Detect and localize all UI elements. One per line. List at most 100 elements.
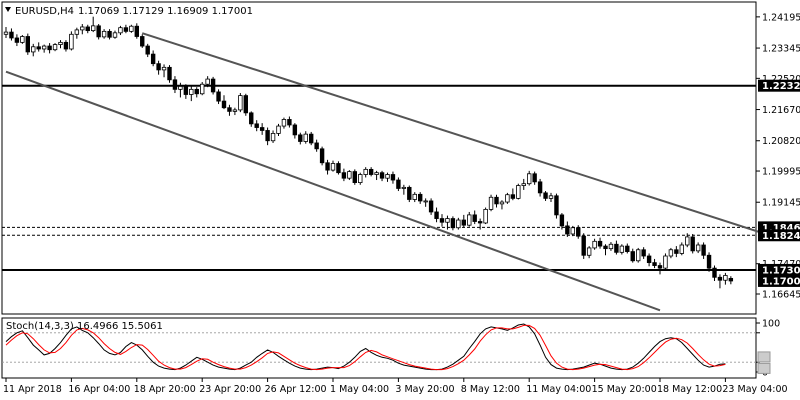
candle [401,184,407,195]
candle [298,132,303,145]
candle-body [358,174,363,183]
candle [319,146,325,166]
time-tick-label: 26 Apr 12:00 [265,384,327,395]
trend-channel [5,32,770,312]
candle [510,188,516,201]
candle-body [614,243,619,253]
candle-body [31,46,36,53]
candle [439,214,445,227]
candle [156,60,161,75]
chart-symbol: EURUSD,H4 [15,6,74,17]
candle [358,172,363,185]
candle [472,210,477,225]
candle-body [112,32,118,38]
candle-body [554,195,559,216]
candle [58,40,63,49]
candle-body [657,265,663,269]
candle [706,252,712,272]
time-tick-label: 18 May 12:00 [657,384,722,395]
price-tick-label: 1.21670 [762,105,800,116]
candle-body [298,134,303,142]
candle [467,211,472,227]
candle [723,272,728,285]
candle-body [396,179,401,189]
candle [565,221,570,237]
candle-body [80,26,85,31]
time-tick-label: 18 Apr 20:00 [134,384,196,395]
candle-body [374,172,379,175]
candle-body [156,63,161,71]
time-tick-label: 16 Apr 04:00 [68,384,130,395]
price-tag-label: 1.18245 [762,231,800,242]
candle [47,43,52,54]
candle [107,29,112,40]
candle-body [341,172,347,179]
candle [603,244,608,256]
candle-body [407,186,412,200]
dropdown-triangle-icon [5,7,11,12]
candle [123,24,129,34]
candle-body [368,168,374,175]
candle-body [336,163,341,174]
candle-body [652,262,657,266]
candle-body [238,95,243,111]
candle-body [717,276,723,281]
candle-body [494,196,499,205]
candle-body [41,45,47,50]
candle-body [216,91,221,102]
candle [581,233,586,259]
candle [576,225,581,239]
candle-body [129,25,134,32]
candle [91,16,96,33]
candle [527,170,532,186]
candle-body [516,185,521,199]
candle [450,216,456,231]
candle-body [390,174,396,181]
candle [614,240,619,255]
time-tick-label: 3 May 20:00 [395,384,454,395]
candle-body [325,162,330,171]
candle [69,31,74,51]
candle [434,207,439,223]
candle-body [483,208,488,224]
candle [172,76,178,94]
candle-body [417,193,423,202]
candle [690,233,695,254]
candle [537,178,543,197]
price-tag-label: 1.17001 [762,276,800,287]
candle [625,243,630,254]
candle [532,171,537,185]
candle-body [347,171,352,179]
candle [657,262,663,275]
candle-body [123,27,129,32]
candle [205,76,210,88]
candles [3,16,734,289]
candle-body [161,66,167,71]
candle [178,82,183,98]
candle-body [695,244,701,252]
candle-body [150,53,156,65]
candle-body [521,183,526,186]
candle-body [281,119,287,127]
candle [330,160,336,172]
candle [679,242,684,256]
candle-body [445,218,450,223]
candle [712,265,717,281]
candle [308,131,314,146]
time-tick-label: 11 May 04:00 [526,384,591,395]
candle [303,131,308,144]
candle-body [477,221,483,224]
candle-body [641,249,646,257]
candle-body [85,26,90,32]
candle-body [25,36,30,53]
candle-body [723,275,728,281]
stoch-label: Stoch(14,3,3) 16.4966 15.5061 [6,321,163,332]
candle-body [221,100,227,109]
candle-body [118,27,123,34]
candle-body [363,168,368,175]
candle-body [527,173,532,185]
candle [199,82,205,96]
candle [9,28,14,41]
candle [80,24,85,35]
